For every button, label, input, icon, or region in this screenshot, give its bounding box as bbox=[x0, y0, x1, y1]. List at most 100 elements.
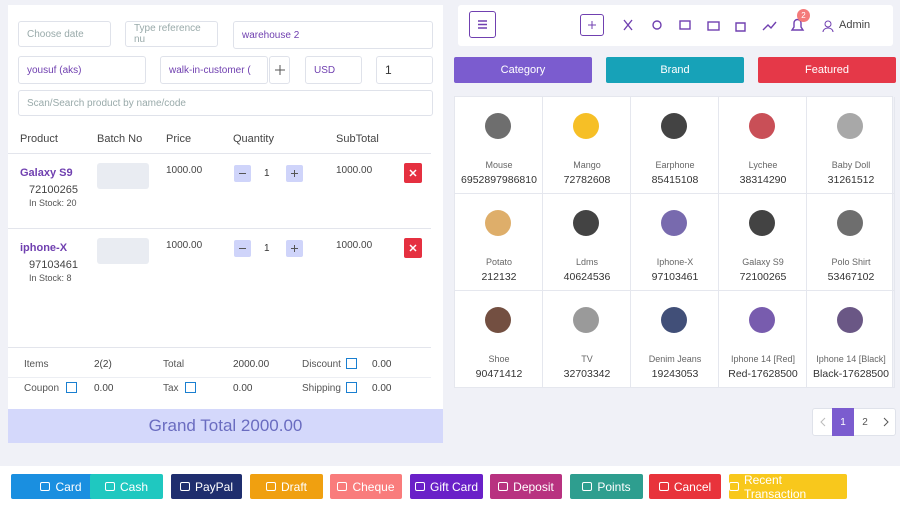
button-icon bbox=[337, 482, 348, 491]
product-code: 212132 bbox=[481, 271, 517, 283]
remove-button[interactable] bbox=[404, 238, 422, 258]
user-name[interactable]: Admin bbox=[839, 19, 871, 31]
action-button[interactable]: Recent Transaction bbox=[729, 472, 847, 501]
summary-value: 0.00 bbox=[233, 383, 253, 394]
product-name[interactable]: iphone-X bbox=[20, 242, 68, 254]
button-icon bbox=[104, 482, 115, 491]
page-button[interactable]: 2 bbox=[862, 416, 868, 428]
product-card[interactable]: Iphone 14 [Black] Black-17628500 bbox=[807, 291, 895, 388]
button-icon bbox=[729, 482, 739, 491]
product-card[interactable]: Lychee 38314290 bbox=[719, 97, 807, 194]
product-grid: Mouse 6952897986810 Mango 72782608 Earphone 8… bbox=[454, 96, 895, 388]
edit-icon[interactable] bbox=[346, 358, 357, 369]
action-button[interactable]: Draft bbox=[250, 474, 323, 499]
search-input[interactable]: Scan/Search product by name/code bbox=[18, 90, 433, 116]
date-input[interactable]: Choose date bbox=[18, 21, 111, 47]
product-code: 72100265 bbox=[29, 184, 78, 196]
table-header: Product bbox=[20, 133, 58, 145]
table-header: Quantity bbox=[233, 133, 274, 145]
product-card[interactable]: Denim Jeans 19243053 bbox=[631, 291, 719, 388]
button-label: Recent Transaction bbox=[743, 472, 807, 501]
product-card[interactable]: Baby Doll 31261512 bbox=[807, 97, 895, 194]
product-name: Baby Doll bbox=[831, 160, 871, 170]
button-icon bbox=[414, 482, 425, 491]
customer-type-select[interactable]: walk-in-customer ( bbox=[160, 56, 268, 84]
quantity-input[interactable]: 1 bbox=[376, 56, 433, 84]
increase-button[interactable] bbox=[286, 165, 303, 182]
product-card[interactable]: Galaxy S9 72100265 bbox=[719, 194, 807, 291]
currency-select[interactable]: USD bbox=[305, 56, 362, 84]
product-card[interactable]: TV 32703342 bbox=[543, 291, 631, 388]
divider bbox=[8, 153, 431, 154]
reference-input[interactable]: Type reference nu bbox=[125, 21, 218, 47]
product-name: Ldms bbox=[575, 257, 598, 267]
quantity: 1 bbox=[264, 168, 270, 179]
summary-value: 0.00 bbox=[94, 383, 114, 394]
toolbar-icons bbox=[623, 18, 805, 32]
tab-button[interactable]: Category bbox=[454, 57, 592, 83]
product-code: Black-17628500 bbox=[813, 368, 889, 380]
product-code: 32703342 bbox=[563, 368, 611, 380]
product-name: Mango bbox=[573, 160, 601, 170]
product-name: TV bbox=[581, 354, 593, 364]
product-name: Lychee bbox=[748, 160, 778, 170]
action-button[interactable]: Cheque bbox=[330, 474, 402, 499]
product-code: 72100265 bbox=[739, 271, 787, 283]
product-code: 38314290 bbox=[739, 174, 787, 186]
warehouse-select[interactable]: warehouse 2 bbox=[233, 21, 433, 49]
remove-button[interactable] bbox=[404, 163, 422, 183]
product-card[interactable]: Mango 72782608 bbox=[543, 97, 631, 194]
increase-button[interactable] bbox=[286, 240, 303, 257]
add-customer-button[interactable] bbox=[269, 56, 290, 84]
customer-select[interactable]: yousuf (aks) bbox=[18, 56, 146, 84]
product-image bbox=[573, 113, 599, 139]
edit-icon[interactable] bbox=[346, 382, 357, 393]
button-label: Cash bbox=[119, 479, 148, 494]
summary-label: Tax bbox=[163, 383, 179, 394]
product-name: Polo Shirt bbox=[831, 257, 871, 267]
product-name: Mouse bbox=[485, 160, 513, 170]
tab-button[interactable]: Featured bbox=[758, 57, 896, 83]
product-card[interactable]: Iphone 14 [Red] Red-17628500 bbox=[719, 291, 807, 388]
product-card[interactable]: Mouse 6952897986810 bbox=[455, 97, 543, 194]
page-button[interactable]: 1 bbox=[832, 408, 854, 436]
action-button[interactable]: Cash bbox=[90, 474, 163, 499]
product-code: 97103461 bbox=[29, 259, 78, 271]
product-image bbox=[749, 113, 775, 139]
batch-input[interactable] bbox=[97, 238, 149, 264]
menu-button[interactable] bbox=[469, 11, 496, 38]
edit-icon[interactable] bbox=[66, 382, 77, 393]
summary-label: Discount bbox=[302, 359, 341, 370]
product-card[interactable]: Earphone 85415108 bbox=[631, 97, 719, 194]
product-code: 90471412 bbox=[475, 368, 523, 380]
product-card[interactable]: Shoe 90471412 bbox=[455, 291, 543, 388]
action-button[interactable]: Points bbox=[570, 474, 643, 499]
product-stock: In Stock: 20 bbox=[29, 198, 77, 208]
button-icon bbox=[498, 482, 509, 491]
batch-input[interactable] bbox=[97, 163, 149, 189]
product-name: Denim Jeans bbox=[648, 354, 702, 364]
action-button[interactable]: Cancel bbox=[649, 474, 721, 499]
product-name[interactable]: Galaxy S9 bbox=[20, 167, 73, 179]
button-icon bbox=[658, 482, 669, 491]
product-card[interactable]: Polo Shirt 53467102 bbox=[807, 194, 895, 291]
product-name: Earphone bbox=[655, 160, 695, 170]
decrease-button[interactable] bbox=[234, 165, 251, 182]
edit-icon[interactable] bbox=[185, 382, 196, 393]
product-card[interactable]: Ldms 40624536 bbox=[543, 194, 631, 291]
table-header: Price bbox=[166, 133, 192, 145]
grand-total: Grand Total 2000.00 bbox=[8, 409, 443, 443]
tab-button[interactable]: Brand bbox=[606, 57, 744, 83]
product-card[interactable]: Iphone-X 97103461 bbox=[631, 194, 719, 291]
action-button[interactable]: Deposit bbox=[490, 474, 562, 499]
product-card[interactable]: Potato 212132 bbox=[455, 194, 543, 291]
action-button[interactable]: PayPal bbox=[171, 474, 242, 499]
action-button[interactable]: Gift Card bbox=[410, 474, 483, 499]
product-code: 6952897986810 bbox=[461, 174, 537, 186]
summary-value: 0.00 bbox=[372, 383, 392, 394]
subtotal: 1000.00 bbox=[336, 240, 373, 251]
add-button[interactable] bbox=[580, 14, 604, 36]
decrease-button[interactable] bbox=[234, 240, 251, 257]
